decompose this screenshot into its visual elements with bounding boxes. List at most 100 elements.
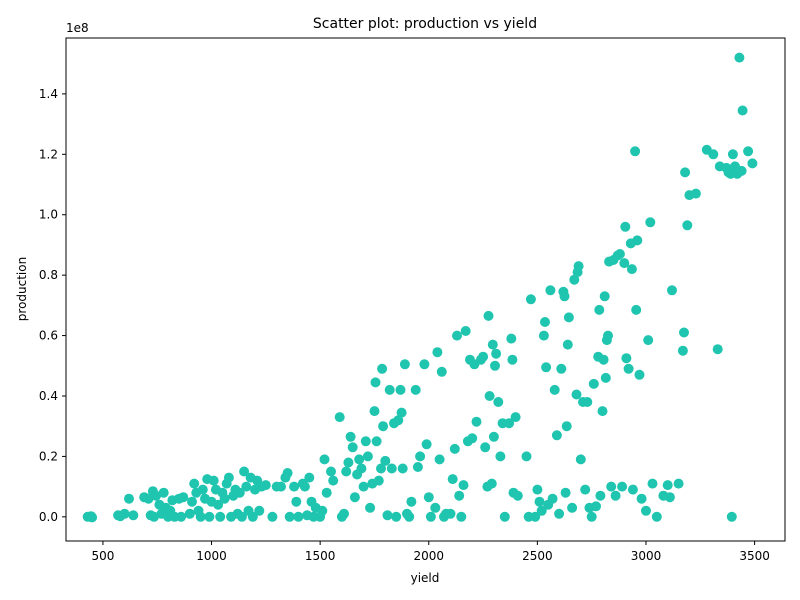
data-point [727,149,738,160]
data-point [293,511,304,522]
data-point [556,363,567,374]
data-point [421,439,432,450]
data-point [560,487,571,498]
data-point [362,451,373,462]
data-point [406,496,417,507]
data-point [525,294,536,305]
data-point [347,442,358,453]
data-point [215,511,226,522]
data-point [506,333,517,344]
data-point [189,478,200,489]
data-point [554,508,565,519]
data-point [534,496,545,507]
data-point [667,285,677,296]
data-point [371,436,382,447]
data-point [436,366,447,377]
data-point [682,220,693,231]
data-point [598,354,609,365]
data-point [158,487,169,498]
data-point [239,466,250,477]
data-point [415,451,426,462]
y-axis-label: production [15,257,29,321]
data-point [410,384,421,395]
data-point [677,345,688,356]
data-point [726,511,737,522]
data-point [317,505,328,516]
data-point [432,347,443,358]
data-point [119,508,130,519]
data-point [530,511,541,522]
data-point [471,416,482,427]
y-tick-label: 1.2 [39,147,58,161]
data-point [679,327,689,338]
data-point [149,511,159,522]
x-tick-label: 3500 [739,549,770,563]
data-point [545,285,556,296]
data-point [603,330,613,341]
data-point [419,359,430,370]
data-point [321,487,332,498]
data-point [623,363,634,374]
data-point [380,455,391,466]
data-point [184,508,195,519]
data-point [551,430,562,441]
data-point [339,508,349,519]
data-point [356,463,367,474]
data-point [563,312,574,323]
data-point [386,463,397,474]
data-point [254,505,265,516]
data-point [384,384,395,395]
data-point [358,481,369,492]
data-point [561,421,572,432]
data-point [396,407,407,418]
data-point [187,496,197,507]
data-point [345,431,356,442]
data-point [743,146,754,157]
data-point [621,353,632,364]
data-point [291,496,302,507]
data-point [456,511,467,522]
data-point [247,511,258,522]
data-point [547,493,558,504]
data-point [632,235,643,246]
data-point [365,502,376,513]
data-point [504,418,515,429]
data-point [326,466,336,477]
data-point [708,149,719,160]
data-point [491,348,502,359]
data-point [478,351,489,362]
data-point [423,492,434,503]
data-point [178,492,189,503]
x-tick-label: 500 [91,549,114,563]
data-point [341,466,352,477]
x-tick-label: 2500 [522,549,553,563]
x-tick-label: 3000 [631,549,662,563]
data-point [430,502,441,513]
data-point [493,397,504,407]
data-point [580,484,591,495]
data-point [151,490,162,501]
data-point [512,490,523,501]
data-point [393,415,404,426]
data-point [495,451,506,462]
data-point [634,369,645,380]
data-point [260,480,271,491]
data-point [559,291,570,302]
data-point [289,481,300,492]
data-point [595,490,606,501]
y-offset-label: 1e8 [66,21,89,35]
data-point [680,167,691,178]
data-point [445,508,456,519]
data-point [369,406,380,417]
x-axis-label: yield [411,571,440,585]
data-point [645,217,656,228]
data-point [241,481,252,492]
data-point [454,490,465,501]
data-point [673,478,684,489]
data-point [434,454,445,465]
data-point [284,511,295,522]
data-point [204,511,215,522]
data-point [690,188,701,199]
plot-frame [65,37,786,542]
data-point [378,421,389,432]
